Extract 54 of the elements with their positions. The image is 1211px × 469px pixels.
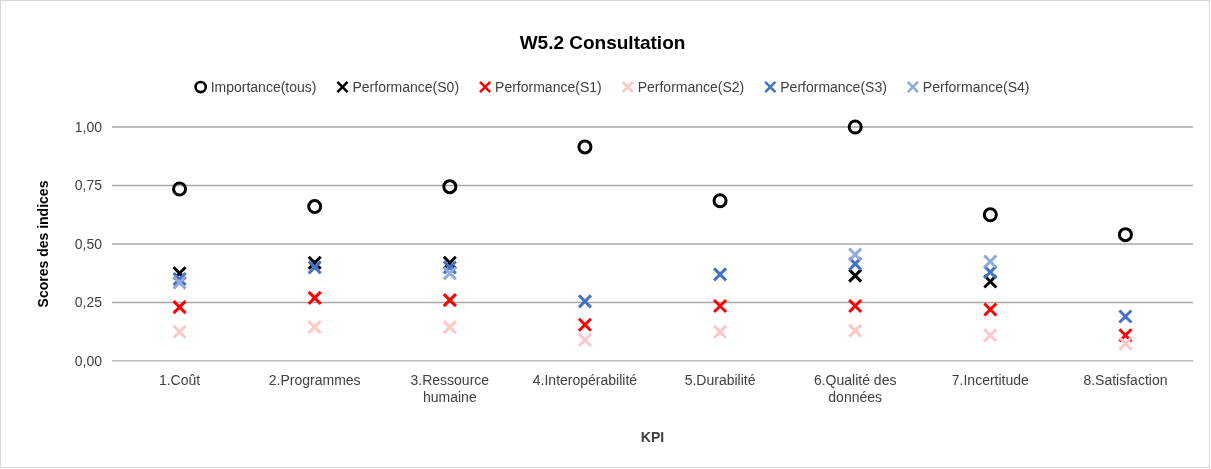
point	[172, 299, 188, 315]
point	[307, 319, 323, 335]
point	[847, 298, 863, 314]
point	[172, 324, 188, 340]
x-tick-label: 8.Satisfaction	[1083, 371, 1168, 388]
x-tick-label: 7.Incertitude	[951, 371, 1030, 388]
x-tick-label: 3.Ressource humaine	[410, 371, 490, 405]
y-tick-label: 1,00	[74, 118, 103, 135]
point	[982, 207, 998, 223]
point	[442, 319, 458, 335]
point	[577, 332, 593, 348]
point	[442, 179, 458, 195]
point	[442, 265, 458, 281]
point	[577, 139, 593, 155]
x-tick-label: 5.Durabilité	[684, 371, 756, 388]
legend-label: Performance(S3)	[780, 79, 887, 95]
x-tick-label: 2.Programmes	[268, 371, 361, 388]
y-tick-label: 0,00	[74, 352, 103, 369]
point	[712, 324, 728, 340]
point	[1117, 227, 1133, 243]
x-tick-label: 6.Qualité des données	[813, 371, 897, 405]
point	[712, 298, 728, 314]
point	[577, 317, 593, 333]
legend-label: Performance(S4)	[922, 79, 1030, 95]
point	[172, 181, 188, 197]
point	[172, 275, 188, 291]
legend-label: Performance(S2)	[637, 79, 745, 95]
point	[847, 247, 863, 263]
x-tick-label: 4.Interopérabilité	[532, 371, 638, 388]
point	[577, 293, 593, 309]
point	[307, 199, 323, 215]
legend-label: Performance(S0)	[352, 79, 460, 95]
y-tick-label: 0,25	[74, 294, 103, 311]
y-axis-title: Scores des indices	[35, 180, 51, 308]
point	[982, 302, 998, 318]
y-tick-label: 0,75	[74, 177, 103, 194]
point	[847, 119, 863, 135]
y-tick-label: 0,50	[74, 235, 103, 252]
legend-label: Importance(tous)	[210, 79, 317, 95]
x-axis-title: KPI	[640, 429, 665, 445]
point	[982, 254, 998, 270]
x-tick-label: 1.Coût	[158, 371, 201, 388]
point	[982, 327, 998, 343]
point	[307, 290, 323, 306]
legend-label: Performance(S1)	[495, 79, 602, 95]
point	[712, 266, 728, 282]
point	[1117, 335, 1133, 351]
point	[307, 259, 323, 275]
point	[847, 323, 863, 339]
chart-title: W5.2 Consultation	[519, 32, 686, 53]
point	[712, 193, 728, 209]
point	[847, 268, 863, 284]
point	[442, 292, 458, 308]
point	[1117, 309, 1133, 325]
